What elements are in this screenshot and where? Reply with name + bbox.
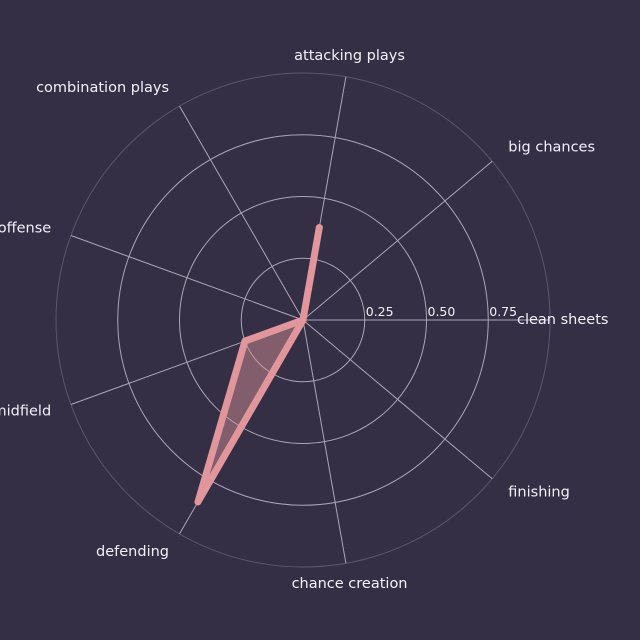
- series-area-1: [198, 227, 320, 502]
- series-line-1: [194, 224, 323, 506]
- grid-layer: [55, 72, 551, 568]
- radial-tick-label: 0.75: [489, 304, 517, 319]
- axis-label-chance-creation: chance creation: [292, 576, 408, 592]
- series-point-finishing: [299, 316, 307, 324]
- series-point-midfield: [241, 337, 249, 345]
- series-point-defending: [194, 498, 202, 506]
- series-layer: [194, 224, 323, 506]
- series-point-attacking-plays: [315, 224, 323, 232]
- axis-label-finishing: finishing: [508, 484, 570, 500]
- axis-label-offense: offense: [0, 220, 51, 236]
- axis-label-midfield: midfield: [0, 404, 51, 420]
- axis-label-defending: defending: [96, 544, 169, 560]
- radial-tick-label: 0.50: [428, 304, 456, 319]
- spoke-9: [302, 319, 493, 480]
- axis-label-attacking-plays: attacking plays: [294, 48, 405, 64]
- axis-label-clean-sheets: clean sheets: [517, 312, 608, 328]
- spoke-5: [70, 235, 304, 321]
- spoke-8: [302, 319, 347, 564]
- spoke-2: [302, 160, 493, 321]
- radial-tick-label: 0.25: [366, 304, 394, 319]
- axis-label-combination-plays: combination plays: [36, 80, 169, 96]
- axis-label-big-chances: big chances: [508, 140, 595, 156]
- spoke-4: [179, 105, 304, 321]
